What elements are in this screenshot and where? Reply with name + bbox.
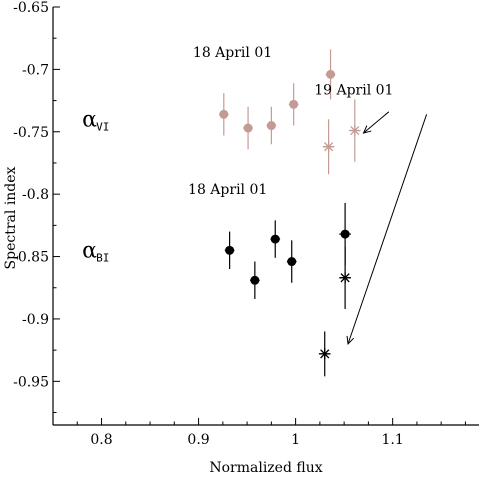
ticks: 0.8 0.9 1 1.1 -0.65 -0.7 -0.75 -0.8 -0.85 -0.9 -0.… — [13, 0, 466, 448]
star-marker-d2 — [324, 142, 334, 152]
axes — [52, 7, 479, 426]
circle-marker — [243, 123, 253, 133]
x-tick-label: 0.9 — [187, 432, 209, 448]
series-vi-star — [322, 99, 361, 175]
alpha-subscript: VI — [96, 120, 109, 133]
data-point — [224, 231, 235, 270]
annotation-second-date: 19 April 01 — [314, 82, 393, 98]
annotation-arrow — [346, 114, 428, 345]
data-point — [266, 106, 277, 145]
alpha-vi-label: α VI — [82, 107, 109, 133]
arrow-shaft — [347, 114, 428, 345]
x-tick-label: 1.1 — [382, 432, 404, 448]
series-vi-circle — [218, 49, 336, 150]
circle-marker — [340, 229, 350, 239]
y-tick-label: -0.75 — [13, 125, 49, 141]
y-tick-label: -0.8 — [22, 187, 49, 203]
arrow-shaft — [363, 111, 390, 134]
star-marker-d2 — [340, 273, 350, 283]
y-tick-label: -0.7 — [22, 62, 49, 78]
data-point — [288, 83, 299, 126]
y-tick-label: -0.95 — [13, 374, 49, 390]
y-axis-label: Spectral index — [3, 166, 19, 269]
alpha-symbol: α — [82, 107, 97, 132]
data-series — [218, 49, 361, 377]
annotation-bi-date: 18 April 01 — [188, 182, 267, 198]
annotation-arrow — [362, 111, 390, 134]
series-bi-star — [318, 246, 351, 377]
alpha-subscript: BI — [96, 251, 109, 264]
y-tick-label: -0.9 — [22, 312, 49, 328]
circle-marker — [225, 245, 235, 255]
data-point — [318, 331, 331, 377]
circle-marker — [266, 121, 276, 131]
arrow-head — [346, 335, 354, 345]
alpha-bi-label: α BI — [82, 238, 109, 264]
x-tick-label: 0.8 — [90, 432, 112, 448]
circle-marker — [250, 275, 260, 285]
y-tick-label: -0.85 — [13, 250, 49, 266]
data-point — [339, 246, 351, 309]
annotation-vi-date: 18 April 01 — [193, 45, 272, 61]
x-axis-label: Normalized flux — [209, 460, 322, 476]
circle-marker — [270, 234, 280, 244]
arrow-head — [362, 125, 372, 134]
circle-marker — [289, 99, 299, 109]
data-point — [348, 99, 361, 162]
alpha-symbol: α — [82, 238, 97, 263]
y-tick-label: -0.65 — [13, 0, 49, 16]
data-point — [270, 220, 281, 258]
star-marker-d2 — [320, 349, 330, 359]
data-point — [322, 119, 335, 175]
circle-marker — [287, 257, 297, 267]
data-point — [218, 93, 229, 136]
series-bi-circle — [224, 202, 351, 299]
circle-marker — [219, 109, 229, 119]
data-point — [286, 240, 297, 283]
data-point — [325, 49, 336, 100]
x-tick-label: 1 — [291, 432, 300, 448]
data-point — [243, 106, 253, 150]
circle-marker — [326, 69, 336, 79]
star-marker-d2 — [350, 125, 360, 136]
data-point — [250, 261, 260, 299]
